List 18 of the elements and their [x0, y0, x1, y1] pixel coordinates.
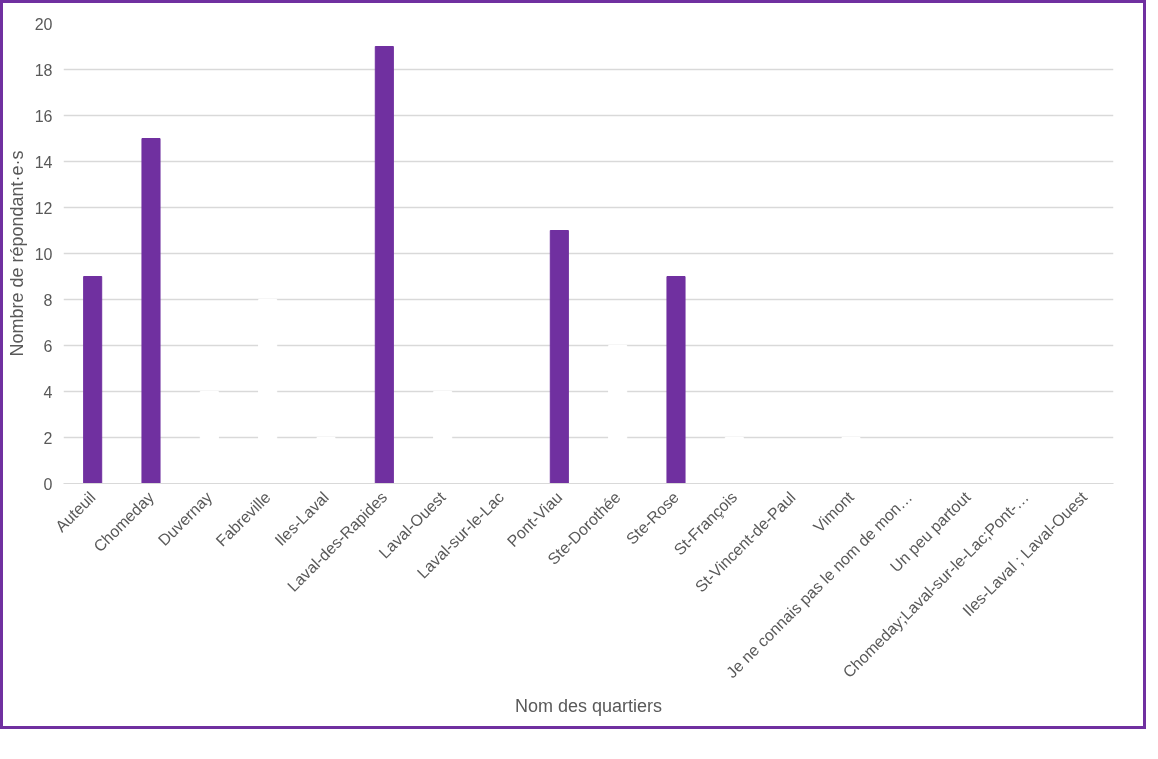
y-tick-label: 4	[43, 383, 53, 401]
y-tick-label: 2	[43, 429, 53, 447]
y-tick-label: 20	[34, 15, 53, 33]
y-tick-label: 10	[34, 245, 53, 263]
y-tick-label: 8	[43, 291, 53, 309]
bar	[83, 276, 103, 484]
y-tick-label: 0	[43, 475, 53, 493]
y-tick-label: 16	[34, 107, 53, 125]
y-axis-title: Nombre de répondant·e·s	[6, 150, 27, 357]
bar	[141, 138, 161, 484]
y-tick-label: 18	[34, 61, 53, 79]
bar	[549, 230, 569, 484]
y-tick-label: 14	[34, 153, 53, 171]
y-tick-label: 12	[34, 199, 53, 217]
bar	[374, 46, 394, 484]
x-axis-title: Nom des quartiers	[514, 695, 663, 716]
bar	[666, 276, 686, 484]
y-tick-label: 6	[43, 337, 53, 355]
